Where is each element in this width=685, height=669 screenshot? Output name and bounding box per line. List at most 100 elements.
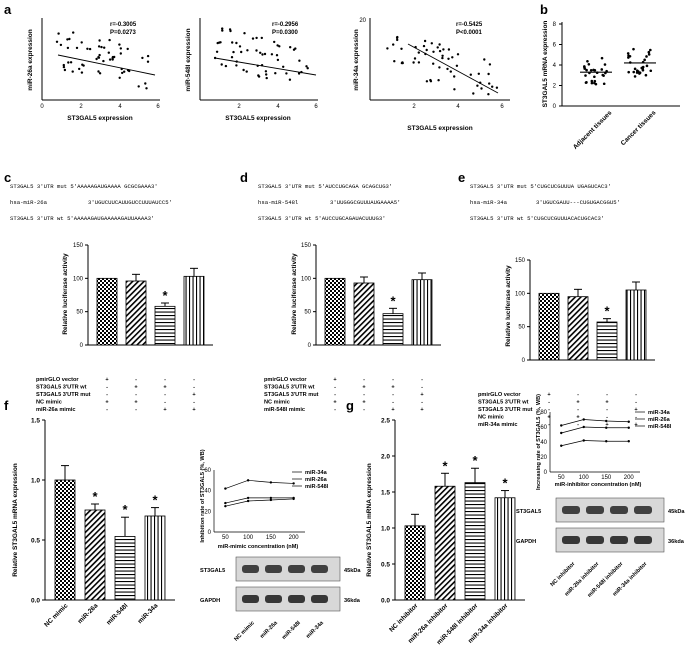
r-value-a1: r=-0.3005 (110, 22, 137, 28)
a1-point (146, 60, 150, 63)
a2-point (235, 41, 238, 45)
condition-sign-c: - (193, 400, 195, 406)
panel-label-e: e (458, 170, 465, 185)
a1-point (111, 58, 114, 61)
condition-sign-e: - (606, 415, 608, 421)
a3-point (491, 85, 494, 88)
a3-point (438, 49, 442, 53)
b-point (632, 70, 636, 74)
a1-point (98, 39, 101, 42)
blot-band (610, 536, 628, 544)
condition-sign-e: - (635, 415, 637, 421)
a1-point (123, 70, 126, 73)
a2-point (235, 64, 238, 67)
inset-point-circle (605, 440, 608, 443)
inset-ytick: 40 (540, 440, 547, 446)
a3-point (438, 43, 441, 46)
bars-f: 0.0 0.5 1.0 1.5 NC mimic * miR-26a * miR-548l * mi… (31, 418, 175, 629)
condition-label-e: ST3GAL5 3'UTR wt (478, 400, 529, 406)
b-point (649, 48, 652, 52)
a2-point (264, 70, 268, 73)
blot-band (610, 506, 628, 514)
condition-label-c: ST3GAL5 3'UTR wt (36, 385, 87, 391)
b-point (583, 65, 586, 68)
b-point (635, 71, 639, 74)
tick-a2-4: 4 (276, 104, 280, 110)
inset-series-miR-34a (225, 479, 294, 489)
inset-xtick: 100 (579, 475, 590, 481)
inset-series-miR-34a (561, 419, 629, 426)
a1-point (97, 45, 101, 48)
a2-point (273, 40, 276, 44)
condition-sign-c: + (192, 407, 196, 413)
blot-band (265, 595, 282, 603)
b-point (647, 53, 651, 56)
a2-point (257, 75, 261, 78)
tick-a3-4: 4 (456, 104, 460, 110)
inset-ytick: 20 (204, 509, 211, 515)
a2-point (292, 48, 296, 51)
tick-a1-2: 2 (79, 104, 83, 110)
inset-ytick: 40 (204, 489, 211, 495)
b-point (583, 67, 586, 70)
a2-point (288, 78, 292, 81)
condition-sign-c: + (105, 377, 109, 383)
b-point (633, 67, 637, 71)
inset-xlabel-g: miR-inhibitor concentration (nM) (555, 482, 642, 488)
legend-label: miR-548l (648, 424, 672, 430)
bar-c-3 (183, 275, 205, 346)
ytick-label-b: 8 (553, 22, 557, 28)
sig-e: * (604, 304, 610, 319)
b-point (587, 62, 591, 66)
condition-table-c: pmirGLO vector + - - -ST3GAL5 3'UTR wt - + + -ST… (36, 377, 196, 413)
bar-f-0 (54, 479, 76, 601)
sig-d: * (390, 293, 396, 308)
inset-point-triangle (582, 425, 585, 429)
a2-point (270, 53, 274, 56)
condition-sign-d: - (363, 392, 365, 398)
condition-sign-d: + (362, 385, 366, 391)
blot-band (288, 565, 305, 573)
blot-size: 36kda (344, 598, 361, 604)
a1-point (67, 61, 70, 64)
bar-f-3 (144, 515, 166, 601)
sig-f: * (92, 489, 98, 504)
a1-point (119, 47, 123, 50)
sig-f: * (152, 493, 158, 508)
bar-e-3 (625, 289, 647, 361)
condition-label-d: NC mimic (264, 400, 290, 406)
a3-point (442, 48, 445, 51)
xcat-f: miR-548l (105, 602, 129, 626)
b-point (645, 55, 648, 58)
condition-sign-d: - (334, 385, 336, 391)
inset-point-square (292, 482, 295, 485)
b-point (632, 47, 635, 51)
a1-point (55, 40, 59, 43)
condition-sign-e: - (548, 407, 550, 413)
inset-ytick: 60 (204, 468, 211, 474)
ylabel-d: Relative luciferase activity (291, 253, 298, 335)
ylabel-a2: miR-548l expression (185, 28, 192, 91)
blot-band (562, 536, 580, 544)
inset-ytick: 20 (540, 455, 547, 461)
bar-e-1 (567, 296, 589, 361)
legend-label: miR-548l (305, 484, 329, 490)
a1-point (118, 43, 121, 46)
a1-point (108, 58, 112, 61)
a2-point (220, 63, 223, 66)
ytick-label-g: 0.5 (381, 562, 390, 569)
tick-a2-2: 2 (237, 104, 241, 110)
xlabel-a2: ST3GAL5 expression (225, 115, 290, 122)
a2-point (224, 64, 228, 68)
a3-point (425, 48, 428, 52)
a3-point (451, 56, 454, 59)
bar-c-2 (154, 305, 176, 346)
blot-band (634, 506, 652, 514)
a2-point (305, 65, 308, 68)
a1-point (146, 54, 150, 58)
condition-sign-e: + (576, 415, 580, 421)
a3-point (449, 70, 452, 73)
bar-g-3 (494, 497, 516, 601)
a1-point (66, 46, 70, 50)
seq-mir-c: 3'UGUCUUCAUUGUCCUUUAUCC5' (88, 199, 172, 206)
